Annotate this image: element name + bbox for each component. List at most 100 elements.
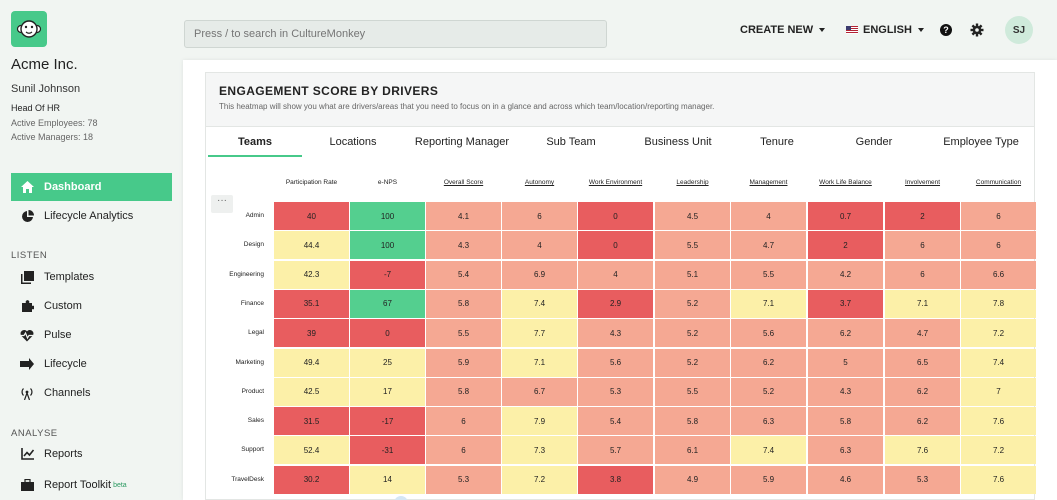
heatmap-cell[interactable]: 49.4 — [274, 348, 349, 377]
language-dropdown[interactable]: ENGLISH — [846, 24, 924, 36]
heatmap-cell[interactable]: 31.5 — [274, 407, 349, 436]
tab-reporting-manager[interactable]: Reporting Manager — [414, 136, 510, 148]
heatmap-cell[interactable]: 6.2 — [731, 348, 806, 377]
heatmap-cell[interactable]: 4.3 — [578, 319, 653, 348]
heatmap-cell[interactable]: 4.5 — [655, 202, 730, 230]
heatmap-cell[interactable]: 5.8 — [426, 377, 501, 406]
heatmap-cell[interactable]: 6 — [961, 231, 1036, 260]
heatmap-cell[interactable]: 7.4 — [502, 289, 577, 318]
heatmap-cell[interactable]: 0 — [578, 202, 653, 230]
heatmap-cell[interactable]: 3.8 — [578, 465, 653, 494]
heatmap-cell[interactable]: 42.5 — [274, 377, 349, 406]
heatmap-cell[interactable]: 5.8 — [655, 407, 730, 436]
heatmap-cell[interactable]: 6.1 — [655, 436, 730, 465]
nav-lifecycle-analytics[interactable]: Lifecycle Analytics — [11, 202, 172, 230]
heatmap-cell[interactable]: 7.1 — [731, 289, 806, 318]
heatmap-cell[interactable]: 5.3 — [578, 377, 653, 406]
heatmap-cell[interactable]: 7.6 — [961, 407, 1036, 436]
heatmap-cell[interactable]: 5.5 — [731, 260, 806, 289]
heatmap-cell[interactable]: 6 — [502, 202, 577, 230]
heatmap-cell[interactable]: 5.8 — [426, 289, 501, 318]
heatmap-cell[interactable]: 0 — [350, 319, 425, 348]
nav-lifecycle[interactable]: Lifecycle — [11, 350, 172, 378]
tab-tenure[interactable]: Tenure — [760, 136, 794, 148]
heatmap-cell[interactable]: 7.2 — [502, 465, 577, 494]
heatmap-cell[interactable]: 7.1 — [885, 289, 960, 318]
column-header-communication[interactable]: Communication — [975, 179, 1022, 186]
heatmap-cell[interactable]: 5.9 — [426, 348, 501, 377]
heatmap-cell[interactable]: 2 — [885, 202, 960, 230]
heatmap-cell[interactable]: 6 — [426, 436, 501, 465]
heatmap-cell[interactable]: 7 — [961, 377, 1036, 406]
create-new-dropdown[interactable]: CREATE NEW — [740, 24, 826, 36]
tab-employee-type[interactable]: Employee Type — [943, 136, 1019, 148]
heatmap-cell[interactable]: -31 — [350, 436, 425, 465]
heatmap-cell[interactable]: 4.7 — [885, 319, 960, 348]
tab-gender[interactable]: Gender — [855, 136, 893, 148]
nav-pulse[interactable]: Pulse — [11, 321, 172, 349]
heatmap-cell[interactable]: 5.2 — [655, 319, 730, 348]
heatmap-cell[interactable]: 6.9 — [502, 260, 577, 289]
gear-icon[interactable] — [970, 23, 984, 37]
heatmap-cell[interactable]: -7 — [350, 260, 425, 289]
heatmap-cell[interactable]: 5.2 — [655, 348, 730, 377]
heatmap-cell[interactable]: 7.6 — [885, 436, 960, 465]
more-options-button[interactable]: ··· — [211, 195, 233, 213]
heatmap-cell[interactable]: 5.7 — [578, 436, 653, 465]
heatmap-cell[interactable]: 4 — [731, 202, 806, 230]
heatmap-cell[interactable]: 5.4 — [426, 260, 501, 289]
heatmap-cell[interactable]: 5.8 — [808, 407, 883, 436]
heatmap-cell[interactable]: 7.4 — [731, 436, 806, 465]
heatmap-cell[interactable]: 42.3 — [274, 260, 349, 289]
heatmap-cell[interactable]: 5.6 — [731, 319, 806, 348]
heatmap-cell[interactable]: 6 — [426, 407, 501, 436]
heatmap-cell[interactable]: 0 — [578, 231, 653, 260]
heatmap-cell[interactable]: 4.7 — [731, 231, 806, 260]
column-header-involvement[interactable]: Involvement — [904, 179, 941, 186]
heatmap-cell[interactable]: 5.3 — [885, 465, 960, 494]
nav-templates[interactable]: Templates — [11, 263, 172, 291]
tab-business-unit[interactable]: Business Unit — [644, 136, 712, 148]
column-header-work-life-balance[interactable]: Work Life Balance — [819, 179, 872, 186]
tab-locations[interactable]: Locations — [329, 136, 377, 148]
heatmap-cell[interactable]: 5.3 — [426, 465, 501, 494]
heatmap-cell[interactable]: 7.6 — [961, 465, 1036, 494]
heatmap-cell[interactable]: 7.1 — [502, 348, 577, 377]
column-header-autonomy[interactable]: Autonomy — [524, 179, 555, 186]
help-icon[interactable]: ? — [940, 24, 952, 36]
nav-custom[interactable]: Custom — [11, 292, 172, 320]
heatmap-cell[interactable]: 6 — [885, 231, 960, 260]
avatar[interactable]: SJ — [1005, 16, 1033, 44]
heatmap-cell[interactable]: 67 — [350, 289, 425, 318]
heatmap-cell[interactable]: 5.4 — [578, 407, 653, 436]
heatmap-cell[interactable]: 5.9 — [731, 465, 806, 494]
heatmap-cell[interactable]: 5.5 — [426, 319, 501, 348]
heatmap-cell[interactable]: 0.7 — [808, 202, 883, 230]
heatmap-cell[interactable]: 5.5 — [655, 231, 730, 260]
heatmap-cell[interactable]: 14 — [350, 465, 425, 494]
tab-teams[interactable]: Teams — [208, 129, 302, 157]
column-header-overall-score[interactable]: Overall Score — [443, 179, 484, 186]
heatmap-cell[interactable]: 5.2 — [731, 377, 806, 406]
column-header-management[interactable]: Management — [749, 179, 788, 186]
heatmap-cell[interactable]: 6.2 — [808, 319, 883, 348]
heatmap-cell[interactable]: 7.2 — [961, 319, 1036, 348]
nav-dashboard[interactable]: Dashboard — [11, 173, 172, 201]
heatmap-cell[interactable]: 4.3 — [426, 231, 501, 260]
heatmap-cell[interactable]: 6.3 — [731, 407, 806, 436]
heatmap-cell[interactable]: 4.2 — [808, 260, 883, 289]
heatmap-cell[interactable]: 7.3 — [502, 436, 577, 465]
heatmap-cell[interactable]: 5.1 — [655, 260, 730, 289]
heatmap-cell[interactable]: 4.6 — [808, 465, 883, 494]
heatmap-cell[interactable]: 17 — [350, 377, 425, 406]
heatmap-cell[interactable]: 6.2 — [885, 377, 960, 406]
heatmap-cell[interactable]: 39 — [274, 319, 349, 348]
heatmap-cell[interactable]: 7.9 — [502, 407, 577, 436]
heatmap-cell[interactable]: 6 — [961, 202, 1036, 230]
heatmap-cell[interactable]: 52.4 — [274, 436, 349, 465]
heatmap-cell[interactable]: 7.8 — [961, 289, 1036, 318]
tab-sub-team[interactable]: Sub Team — [546, 136, 596, 148]
heatmap-cell[interactable]: 7.4 — [961, 348, 1036, 377]
heatmap-cell[interactable]: 4.9 — [655, 465, 730, 494]
heatmap-cell[interactable]: 7.2 — [961, 436, 1036, 465]
